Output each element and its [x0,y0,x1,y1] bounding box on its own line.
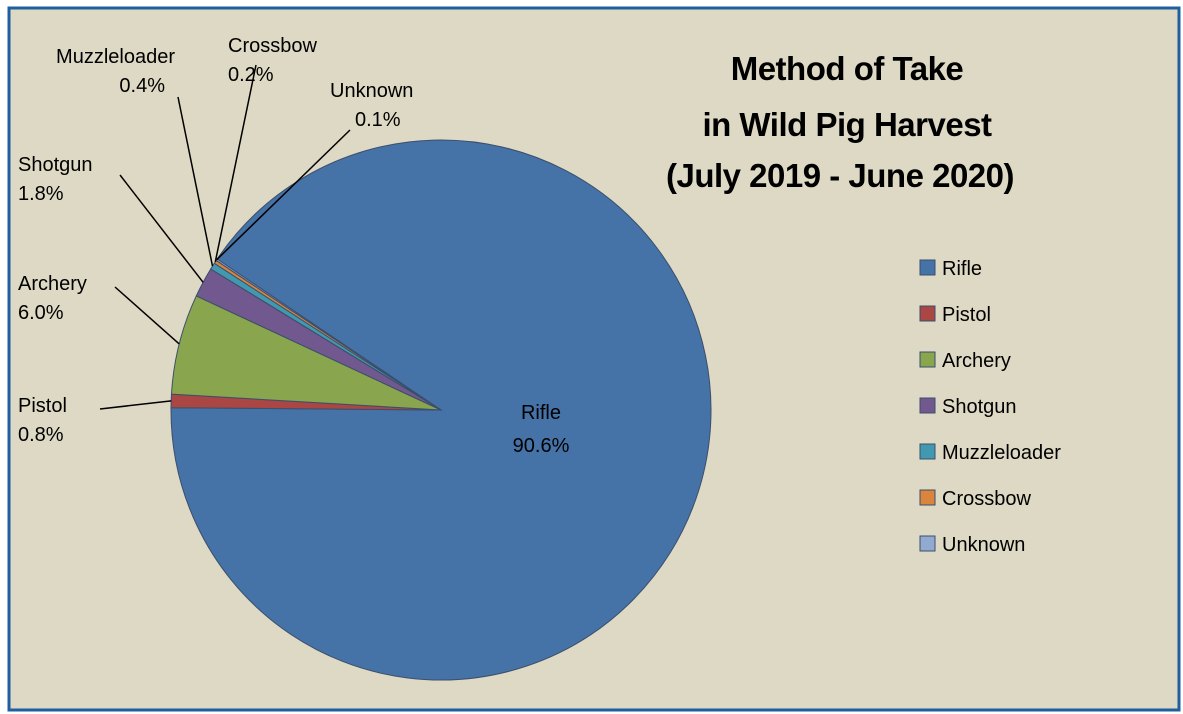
slice-label-archery: Archery [18,273,87,295]
slice-value-shotgun: 1.8% [18,183,64,205]
legend-item-archery: Archery [919,350,1011,372]
leader-line-shotgun [119,174,204,283]
legend-swatch-crossbow [919,489,936,506]
slice-label-pistol: Pistol [18,395,67,417]
legend-swatch-archery [919,351,936,368]
slice-label-shotgun: Shotgun [18,154,93,176]
slice-value-rifle: 90.6% [513,435,570,457]
chart-title-line-3: (July 2019 - June 2020) [666,157,1014,194]
legend-label-shotgun: Shotgun [942,396,1017,418]
slice-value-archery: 6.0% [18,302,64,324]
slice-label-rifle: Rifle [521,402,561,424]
leader-line-unknown [216,129,351,261]
chart-title-line-2: in Wild Pig Harvest [702,106,992,143]
legend-item-rifle: Rifle [919,258,982,280]
leader-line-muzzleloader [177,96,214,267]
slice-label-muzzleloader: Muzzleloader [56,46,175,68]
legend-swatch-muzzleloader [919,443,936,460]
slice-value-crossbow: 0.2% [228,64,274,86]
legend-item-unknown: Unknown [919,534,1025,556]
legend-item-crossbow: Crossbow [919,488,1031,510]
slice-label-unknown: Unknown [330,80,413,102]
slice-value-pistol: 0.8% [18,424,64,446]
legend-label-unknown: Unknown [942,534,1025,556]
slice-label-crossbow: Crossbow [228,35,317,57]
legend-swatch-rifle [919,259,936,276]
legend-item-shotgun: Shotgun [919,396,1017,418]
leader-line-pistol [99,400,172,410]
legend-swatch-pistol [919,305,936,322]
leader-lines [99,64,351,410]
legend-swatch-unknown [919,535,936,552]
legend: Rifle Pistol Archery Shotgun Muzzleloader Cro… [919,258,1061,556]
pie-slices [170,139,712,681]
legend-label-crossbow: Crossbow [942,488,1031,510]
legend-item-muzzleloader: Muzzleloader [919,442,1061,464]
slice-value-muzzleloader: 0.4% [119,75,165,97]
legend-label-pistol: Pistol [942,304,991,326]
legend-label-muzzleloader: Muzzleloader [942,442,1061,464]
legend-label-archery: Archery [942,350,1011,372]
legend-label-rifle: Rifle [942,258,982,280]
slice-labels: Rifle 90.6% Pistol 0.8% Archery 6.0% Shotgun 1.… [18,35,570,457]
leader-line-archery [114,286,180,345]
chart-title-line-1: Method of Take [731,50,964,87]
legend-swatch-shotgun [919,397,936,414]
slice-value-unknown: 0.1% [355,109,401,131]
leader-line-crossbow [214,64,257,262]
legend-item-pistol: Pistol [919,304,991,326]
